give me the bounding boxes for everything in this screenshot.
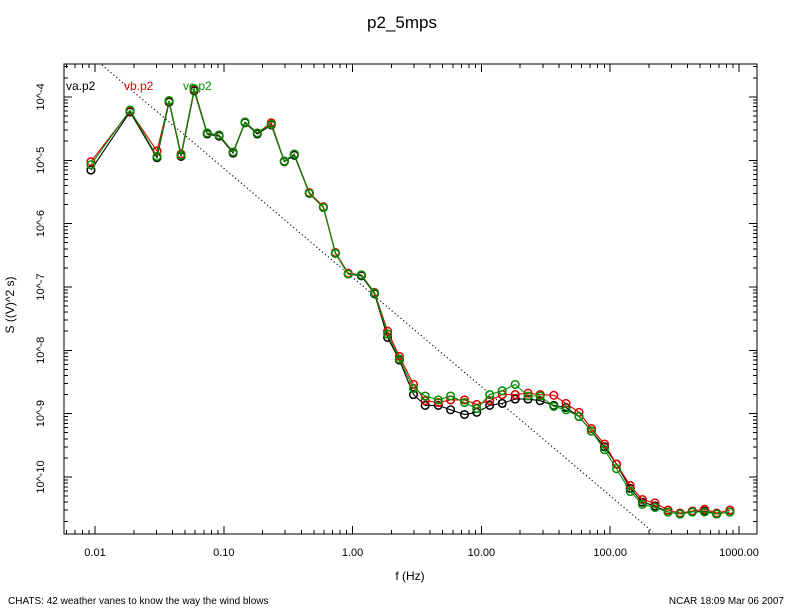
data-point-vc.p2 — [343, 269, 353, 279]
series-line-vb.p2 — [90, 89, 731, 514]
y-tick-label: 10^-5 — [35, 147, 47, 174]
data-point-vb.p2 — [459, 395, 470, 405]
data-point-vc.p2 — [383, 329, 393, 339]
data-point-va.p2 — [86, 165, 96, 175]
chart-title: p2_5mps — [367, 13, 437, 32]
data-point-vc.p2 — [304, 188, 314, 198]
data-point-va.p2 — [510, 394, 520, 404]
data-point-vc.p2 — [561, 405, 571, 415]
data-point-vc.p2 — [485, 390, 495, 400]
data-point-va.p2 — [420, 400, 430, 410]
data-point-vc.p2 — [189, 84, 199, 94]
x-tick-label: 1.00 — [342, 547, 363, 559]
data-point-va.p2 — [497, 398, 507, 408]
y-tick-label: 10^-9 — [35, 400, 47, 427]
data-point-vc.p2 — [176, 150, 186, 160]
data-point-vc.p2 — [510, 379, 520, 389]
series-line-vc.p2 — [90, 88, 730, 515]
data-point-vb.p2 — [549, 390, 559, 400]
data-point-vc.p2 — [408, 383, 419, 393]
reference-slope-line — [101, 64, 654, 533]
data-point-vc.p2 — [459, 397, 470, 408]
x-tick-label: 10.00 — [468, 547, 496, 559]
data-point-vc.p2 — [687, 507, 697, 517]
data-point-vc.p2 — [125, 105, 135, 115]
data-point-vc.p2 — [611, 464, 622, 474]
data-point-vb.p2 — [485, 396, 495, 406]
footer-timestamp: NCAR 18:09 Mar 06 2007 — [669, 596, 785, 607]
data-point-vc.p2 — [86, 160, 96, 170]
data-point-vc.p2 — [330, 248, 340, 258]
data-point-vc.p2 — [318, 202, 328, 213]
y-tick-label: 10^-10 — [35, 460, 47, 493]
data-point-vc.p2 — [228, 147, 238, 157]
data-point-vc.p2 — [625, 486, 635, 497]
data-point-vb.p2 — [699, 504, 710, 514]
data-point-vc.p2 — [725, 507, 735, 517]
legend-label-vc.p2: vc.p2 — [183, 79, 212, 93]
data-point-vc.p2 — [164, 95, 174, 106]
data-point-va.p2 — [433, 400, 443, 410]
data-point-va.p2 — [485, 400, 495, 410]
data-point-vc.p2 — [497, 386, 507, 396]
data-point-vc.p2 — [549, 401, 559, 411]
data-point-vc.p2 — [289, 149, 299, 159]
x-axis-label: f (Hz) — [395, 569, 424, 583]
y-tick-label: 10^-4 — [35, 83, 47, 110]
data-point-vc.p2 — [675, 509, 685, 519]
footer-caption: CHATS: 42 weather vanes to know the way … — [8, 596, 269, 607]
y-tick-label: 10^-6 — [35, 210, 47, 237]
data-point-vc.p2 — [214, 130, 224, 140]
y-tick-label: 10^-7 — [35, 273, 47, 300]
data-point-vc.p2 — [240, 117, 250, 127]
data-point-vc.p2 — [663, 507, 673, 517]
data-point-vb.p2 — [86, 157, 96, 167]
data-point-vc.p2 — [266, 119, 276, 129]
plot-area: 0.01 0.10 1.00 10.00 100.00 1000.00 10^-4 10^-5… — [35, 63, 759, 559]
data-point-vc.p2 — [369, 288, 380, 298]
series-line-va.p2 — [90, 90, 730, 515]
data-point-vc.p2 — [279, 156, 289, 166]
data-point-vc.p2 — [152, 151, 162, 161]
data-point-va.p2 — [459, 409, 470, 420]
y-tick-label: 10^-8 — [35, 337, 47, 364]
data-point-vc.p2 — [599, 445, 610, 455]
data-point-vc.p2 — [356, 270, 366, 280]
data-point-vc.p2 — [472, 404, 482, 414]
y-axis-label: S ((V)^2 s) — [3, 277, 17, 334]
data-point-vc.p2 — [420, 391, 430, 401]
data-point-va.p2 — [446, 405, 456, 415]
data-point-vc.p2 — [202, 128, 212, 138]
data-point-vb.p2 — [420, 396, 430, 406]
data-point-va.p2 — [408, 390, 419, 400]
data-point-vb.p2 — [561, 398, 571, 408]
x-tick-label: 0.01 — [84, 547, 105, 559]
data-point-vb.p2 — [650, 498, 660, 508]
x-tick-label: 1000.00 — [719, 547, 759, 559]
x-tick-label: 0.10 — [213, 547, 234, 559]
x-tick-label: 100.00 — [593, 547, 627, 559]
data-point-vc.p2 — [446, 391, 456, 401]
data-point-vc.p2 — [433, 395, 443, 405]
plot-frame — [63, 63, 758, 535]
data-point-va.p2 — [535, 396, 545, 406]
data-point-vb.p2 — [510, 390, 520, 400]
legend-label-va.p2: va.p2 — [66, 79, 96, 93]
data-point-vc.p2 — [252, 128, 262, 138]
legend-label-vb.p2: vb.p2 — [124, 79, 154, 93]
data-point-vc.p2 — [523, 391, 533, 401]
data-point-vc.p2 — [712, 509, 722, 519]
data-point-vc.p2 — [394, 354, 404, 364]
data-point-vc.p2 — [637, 499, 647, 509]
data-point-vc.p2 — [574, 411, 584, 422]
data-point-vc.p2 — [535, 391, 545, 401]
data-point-vb.p2 — [433, 397, 443, 408]
data-point-vc.p2 — [586, 426, 596, 436]
data-point-vc.p2 — [699, 507, 710, 517]
data-point-vc.p2 — [650, 502, 660, 513]
